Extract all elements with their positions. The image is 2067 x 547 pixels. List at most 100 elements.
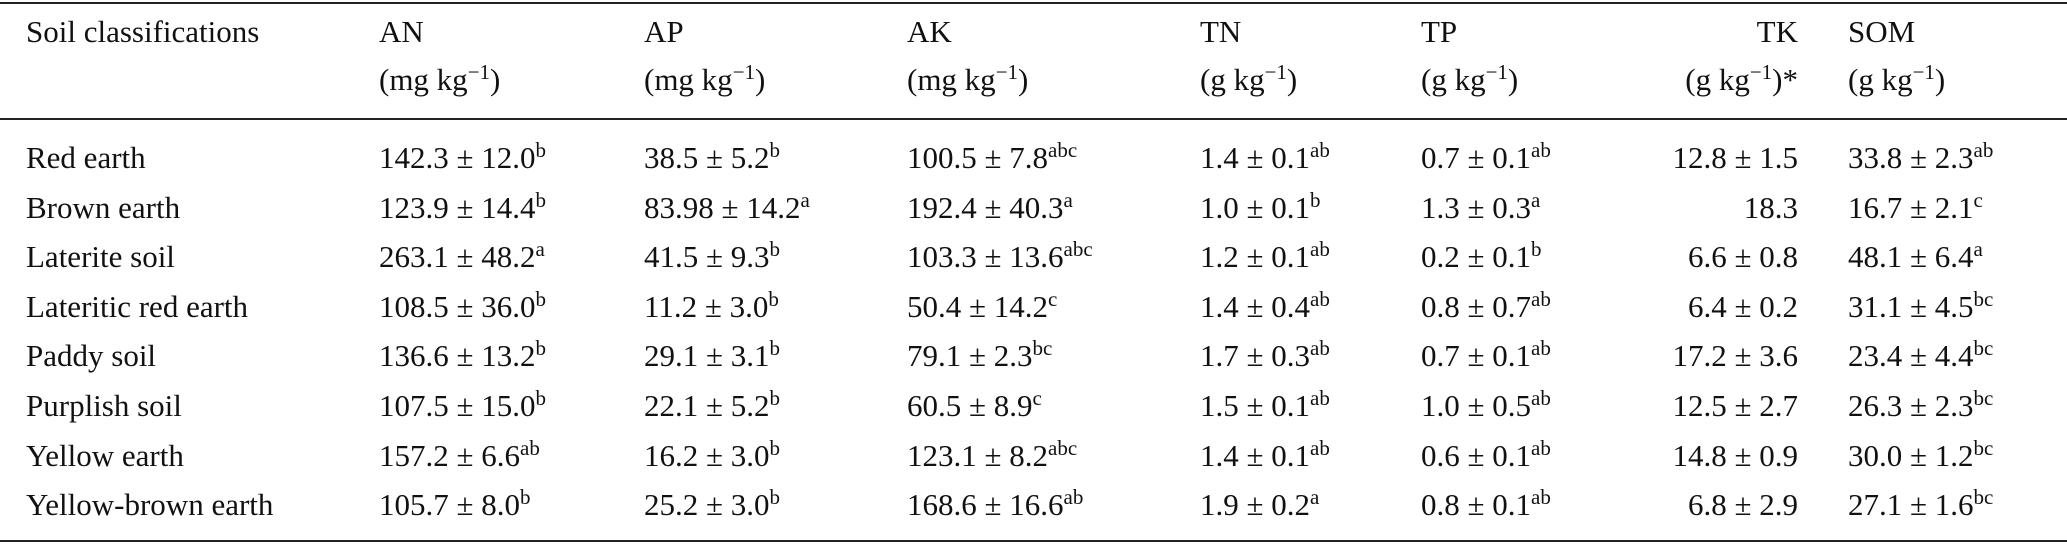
unit-text: )* [1772,62,1798,97]
table-cell: 1.4 ± 0.1ab [1200,435,1330,474]
table-cell: 0.8 ± 0.7ab [1421,286,1551,325]
significance-letter: abc [1063,237,1093,262]
unit-text: (g kg [1200,62,1265,97]
cell-value: 0.8 ± 0.1 [1421,487,1532,523]
cell-value: 38.5 ± 5.2 [644,140,770,175]
table-cell: 12.8 ± 1.5 [1672,140,1798,176]
significance-letter: ab [1310,435,1330,460]
table-cell: 1.0 ± 0.5ab [1421,388,1551,424]
significance-letter: ab [1531,485,1551,510]
table-cell: 1.4 ± 0.4ab [1200,286,1330,325]
significance-letter: a [1063,187,1073,212]
significance-letter: bc [1973,336,1994,361]
table-cell: 0.2 ± 0.1b [1421,239,1542,275]
table-cell: 105.7 ± 8.0b [379,487,531,523]
column-name: AN [379,14,424,49]
cell-value: 12.5 ± 2.7 [1672,388,1798,423]
table-cell: 1.3 ± 0.3a [1421,187,1541,226]
significance-letter: ab [1531,286,1551,311]
significance-letter: b [768,286,779,311]
cell-value: 1.4 ± 0.4 [1200,288,1311,324]
significance-letter: ab [1310,237,1330,262]
significance-letter: ab [1310,286,1330,311]
row-label: Yellow earth [26,437,184,473]
table-cell: 83.98 ± 14.2a [644,187,810,226]
table-cell: 1.2 ± 0.1ab [1200,239,1330,275]
significance-letter: ab [1973,138,1994,162]
unit-text: ) [490,62,501,97]
significance-letter: a [800,187,810,212]
column-header: TP [1421,14,1457,50]
significance-letter: ab [1310,386,1330,410]
cell-value: 0.8 ± 0.7 [1421,288,1532,324]
table-cell: 26.3 ± 2.3bc [1848,388,1993,424]
unit-text: (g kg [1685,62,1750,97]
table-cell: 0.7 ± 0.1ab [1421,338,1551,374]
cell-value: 23.4 ± 4.4 [1848,338,1974,374]
unit-text: ) [1018,62,1029,97]
table-cell: 16.7 ± 2.1c [1848,189,1983,226]
header-rule [0,118,2067,120]
table-cell: 192.4 ± 40.3a [907,187,1073,226]
significance-letter: ab [1310,336,1330,361]
table-cell: 30.0 ± 1.2bc [1848,437,1993,474]
cell-value: 33.8 ± 2.3 [1848,140,1974,175]
significance-letter: ab [520,435,540,460]
cell-value: 1.3 ± 0.3 [1421,189,1532,225]
table-cell: 17.2 ± 3.6 [1672,338,1798,374]
table-cell: 1.0 ± 0.1b [1200,189,1321,226]
cell-value: 26.3 ± 2.3 [1848,388,1974,423]
table-cell: 41.5 ± 9.3b [644,239,780,275]
significance-letter: b [535,386,547,410]
table-cell: 100.5 ± 7.8abc [907,140,1077,176]
significance-letter: abc [1048,138,1078,162]
column-name: Soil classifications [26,14,260,49]
row-label: Yellow-brown earth [26,487,274,523]
column-header: AP [644,14,684,50]
table-cell: 108.5 ± 36.0b [379,288,546,325]
cell-value: 27.1 ± 1.6 [1848,487,1974,523]
table-cell: 12.5 ± 2.7 [1672,388,1798,424]
column-name: TK [1756,14,1798,49]
cell-value: 108.5 ± 36.0 [379,288,536,324]
cell-value: 0.2 ± 0.1 [1421,239,1532,275]
unit-exponent: −1 [1912,60,1935,84]
unit-text: ) [1286,62,1298,97]
unit-exponent: −1 [1485,60,1508,84]
cell-value: 60.5 ± 8.9 [907,388,1033,423]
column-header: SOM [1848,14,1915,50]
table-cell: 50.4 ± 14.2c [907,286,1058,325]
significance-letter: c [1032,386,1042,410]
significance-letter: c [1048,286,1058,311]
column-unit: (g kg−1)* [1685,62,1798,98]
table-cell: 14.8 ± 0.9 [1672,438,1798,474]
unit-exponent: −1 [1264,60,1287,84]
significance-letter: a [1531,187,1541,212]
significance-letter: b [769,336,781,361]
significance-letter: b [520,485,531,510]
table-cell: 0.8 ± 0.1ab [1421,487,1551,523]
top-rule [0,2,2067,4]
cell-value: 12.8 ± 1.5 [1672,140,1798,175]
column-unit: (mg kg−1) [907,62,1028,98]
unit-exponent: −1 [1749,60,1773,84]
unit-exponent: −1 [732,60,756,84]
cell-value: 123.1 ± 8.2 [907,437,1049,473]
row-label: Paddy soil [26,338,157,374]
cell-value: 6.8 ± 2.9 [1687,487,1798,523]
table-cell: 27.1 ± 1.6bc [1848,487,1993,523]
cell-value: 136.6 ± 13.2 [379,338,536,374]
table-cell: 33.8 ± 2.3ab [1848,140,1993,176]
table-cell: 142.3 ± 12.0b [379,140,546,176]
table-cell: 29.1 ± 3.1b [644,338,780,374]
cell-value: 105.7 ± 8.0 [379,487,521,523]
column-header: AN [379,14,424,50]
unit-exponent: −1 [995,60,1019,84]
cell-value: 142.3 ± 12.0 [379,140,536,175]
cell-value: 6.6 ± 0.8 [1687,239,1798,275]
significance-letter: b [1531,237,1542,262]
table-cell: 6.4 ± 0.2 [1688,289,1798,325]
column-name: AP [644,14,684,49]
significance-letter: a [1973,237,1983,262]
significance-letter: ab [1531,138,1551,162]
